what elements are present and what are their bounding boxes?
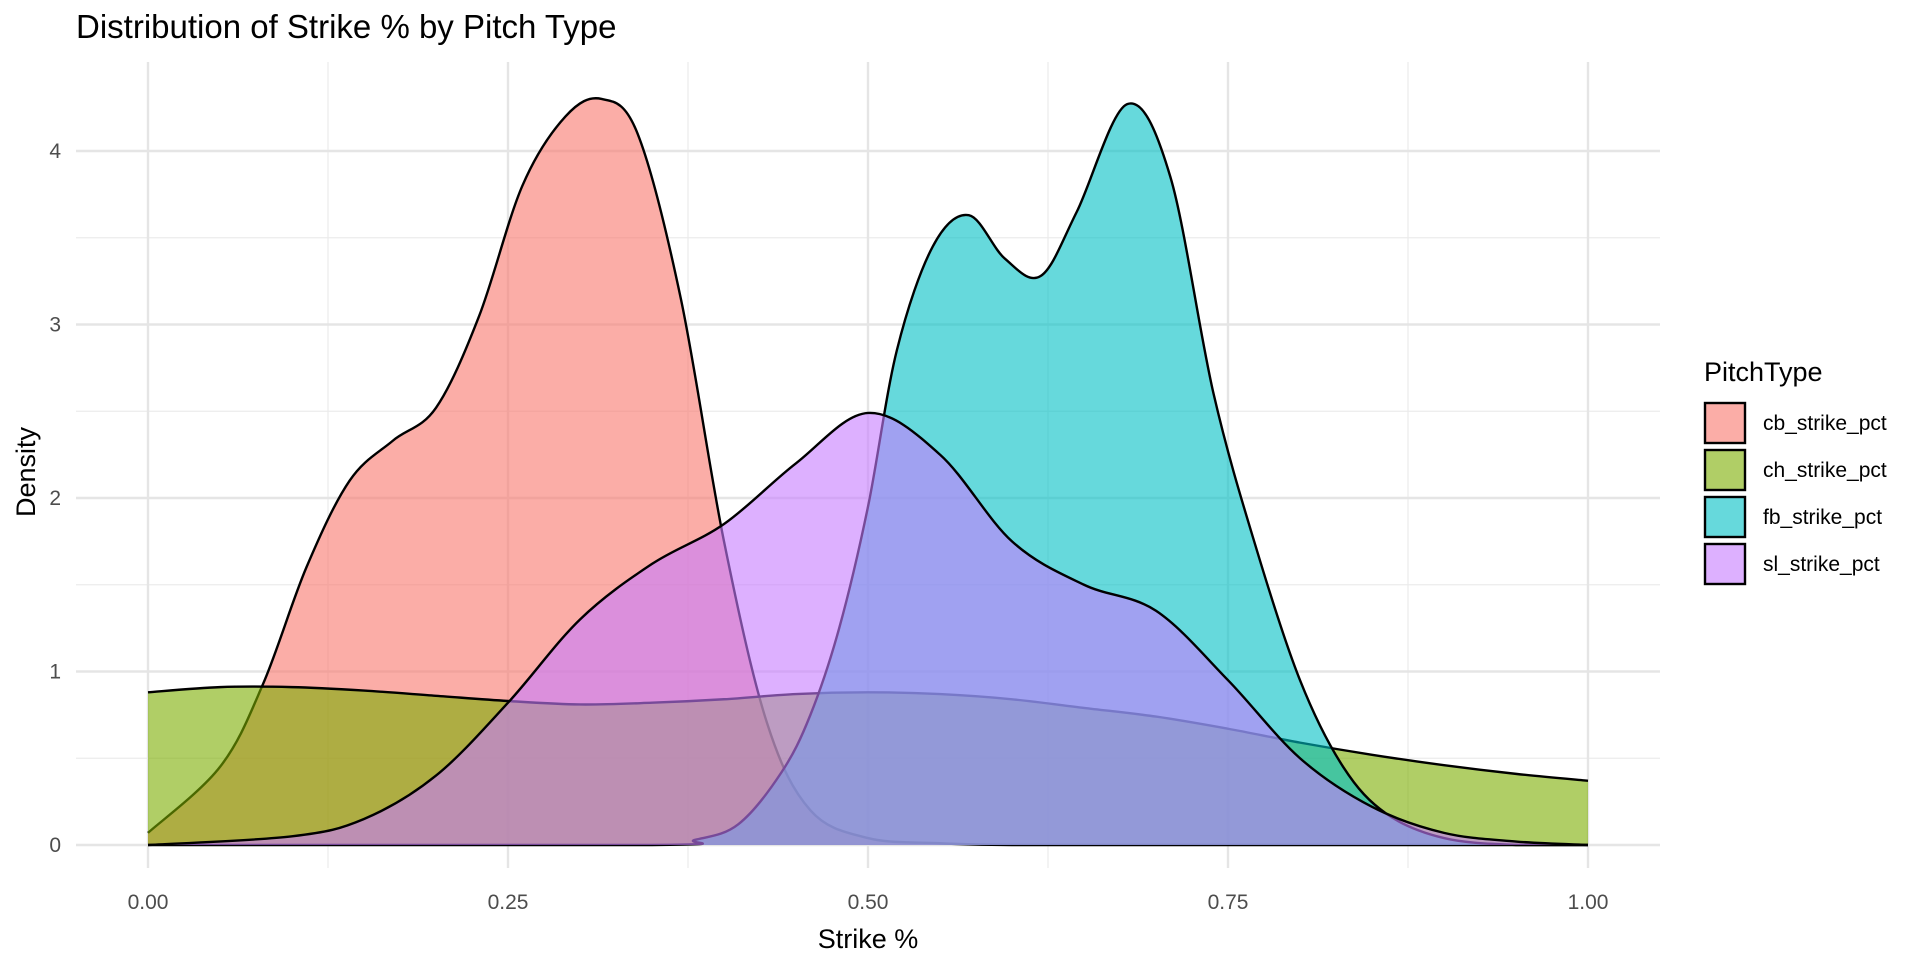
y-tick-label: 2 — [49, 487, 61, 510]
y-axis-title: Density — [11, 426, 41, 517]
density-area-sl-strike-pct — [148, 412, 1588, 845]
x-tick-label: 0.75 — [1208, 891, 1249, 914]
chart-title: Distribution of Strike % by Pitch Type — [76, 8, 616, 45]
legend-key-ch-strike-pct — [1703, 448, 1747, 492]
legend-label: fb_strike_pct — [1763, 506, 1882, 529]
legend-key-sl-strike-pct — [1703, 542, 1747, 586]
legend-title: PitchType — [1704, 357, 1823, 387]
legend: PitchType cb_strike_pct ch_strike_pct fb_s… — [1703, 357, 1887, 586]
y-tick-label: 0 — [49, 834, 61, 857]
density-area-cb-strike-pct — [148, 98, 1588, 845]
legend-label: cb_strike_pct — [1763, 412, 1887, 435]
density-areas — [147, 97, 1589, 847]
x-axis-title: Strike % — [818, 924, 919, 954]
x-tick-label: 1.00 — [1568, 891, 1609, 914]
legend-label: ch_strike_pct — [1763, 459, 1887, 482]
y-tick-labels: 0 1 2 3 4 — [49, 140, 61, 857]
density-line-sl-strike-pct — [147, 411, 1589, 847]
y-tick-label: 1 — [49, 661, 61, 684]
legend-key-fb-strike-pct — [1703, 495, 1747, 539]
x-tick-label: 0.50 — [848, 891, 889, 914]
y-tick-label: 3 — [49, 314, 61, 337]
x-tick-labels: 0.00 0.25 0.50 0.75 1.00 — [128, 891, 1609, 914]
x-tick-label: 0.25 — [488, 891, 529, 914]
legend-key-cb-strike-pct — [1703, 401, 1747, 445]
density-area-fb-strike-pct — [148, 103, 1588, 845]
legend-label: sl_strike_pct — [1763, 553, 1880, 576]
y-tick-label: 4 — [49, 140, 61, 163]
x-tick-label: 0.00 — [128, 891, 169, 914]
